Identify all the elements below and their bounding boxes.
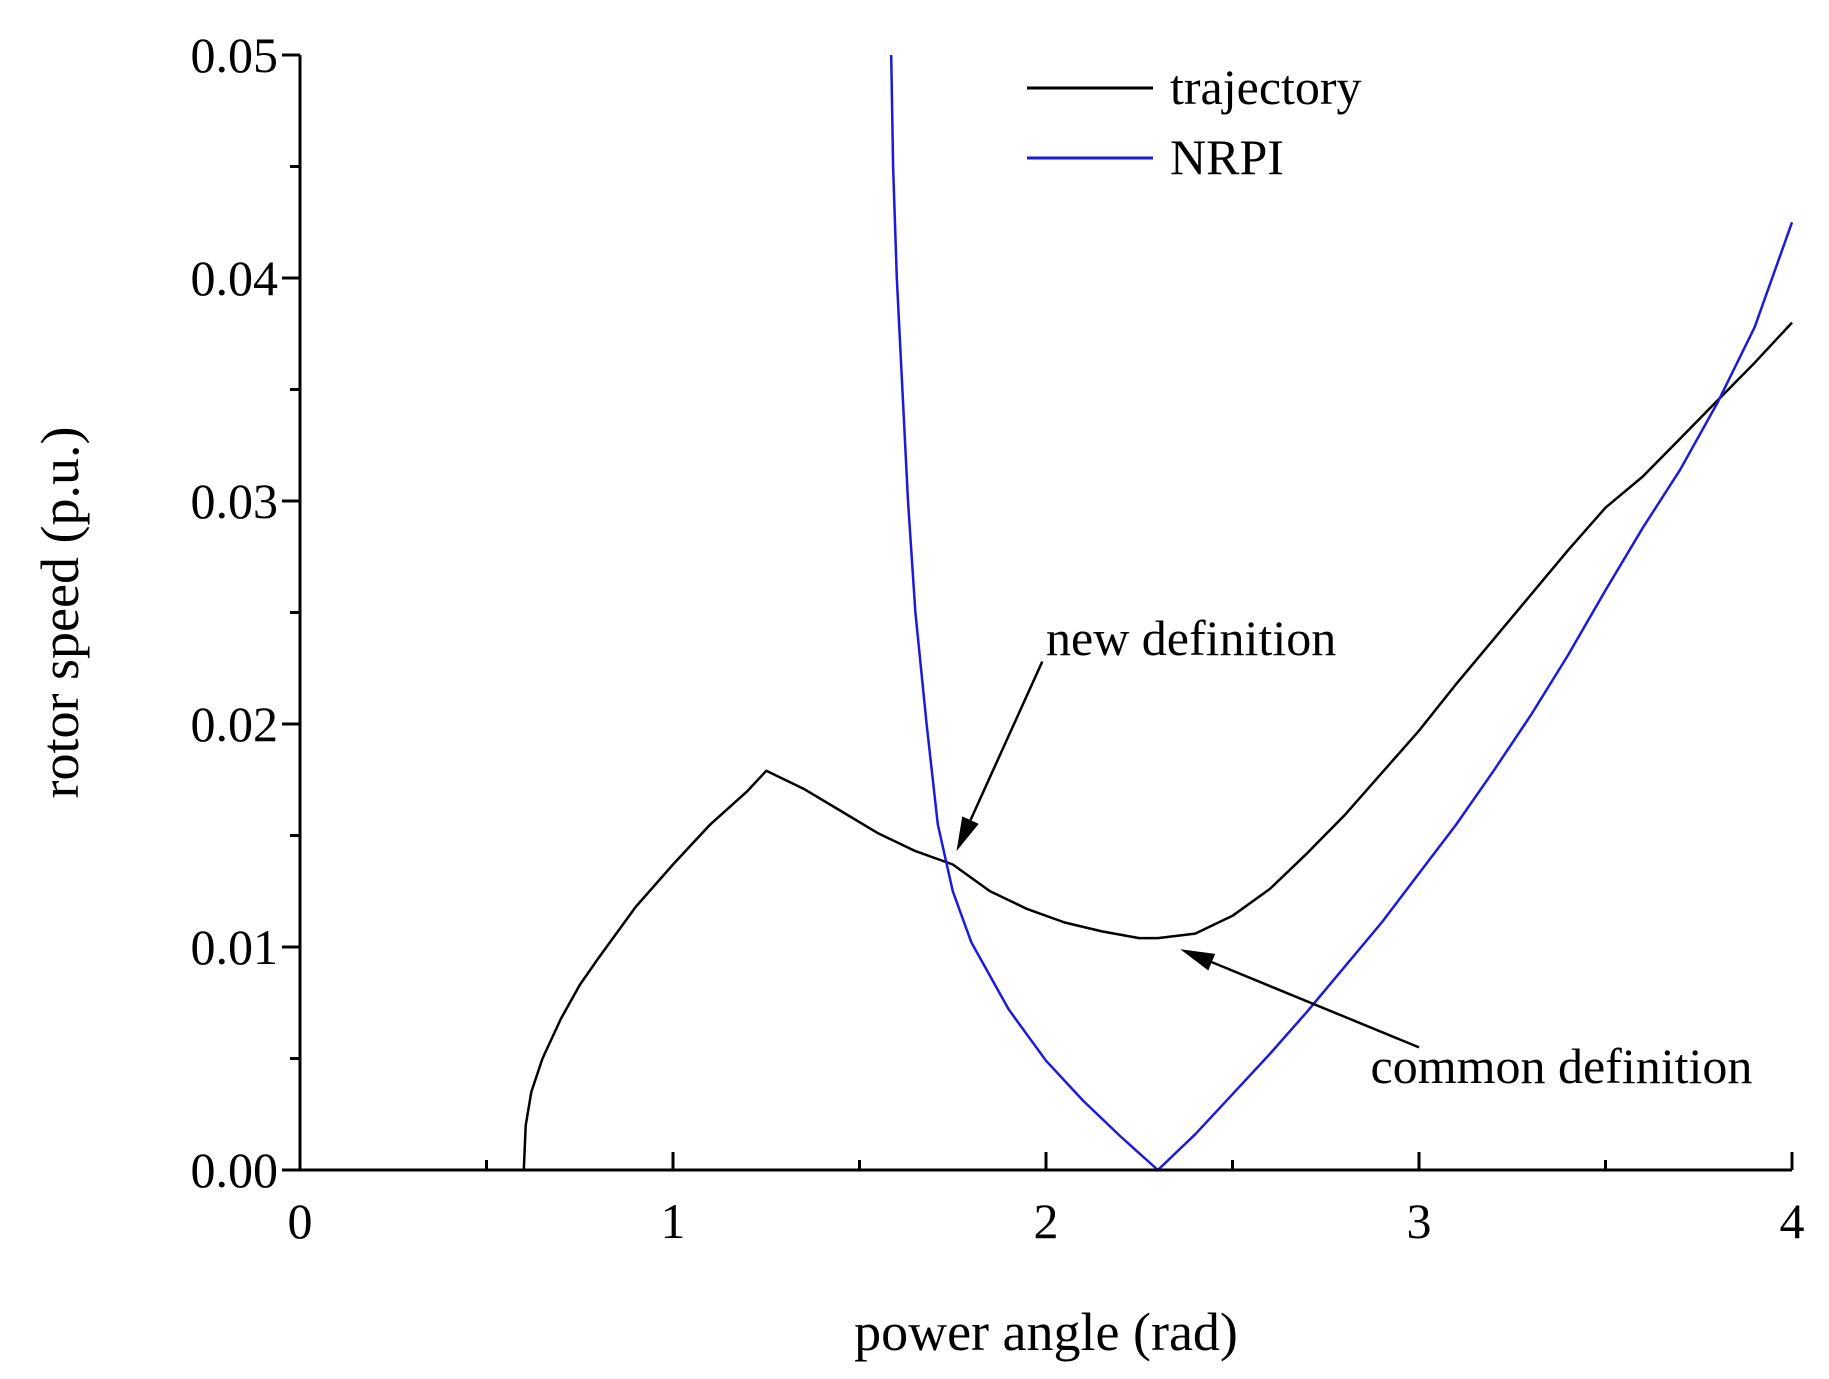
series-layer: [522, 54, 1794, 1172]
y-tick-label-2: 0.02: [191, 696, 279, 752]
annotation-arrow-common-definition: [1211, 960, 1420, 1049]
series-line-trajectory: [522, 321, 1793, 1171]
x-axis-ticks: 0 1 2 3 4: [288, 1152, 1805, 1249]
y-tick-label-4: 0.04: [191, 250, 279, 306]
x-axis-title: power angle (rad): [854, 1302, 1238, 1362]
annotation-arrow-new-definition: [969, 661, 1044, 821]
y-tick-label-5: 0.05: [191, 27, 279, 83]
legend-label-nrpi: NRPI: [1170, 129, 1284, 185]
annotation-common-definition: common definition: [1371, 1038, 1753, 1094]
legend: trajectory NRPI: [1027, 59, 1362, 185]
x-tick-label-2: 2: [1034, 1193, 1059, 1249]
annotations: new definition common definition: [956, 610, 1752, 1094]
axes: [298, 55, 1792, 1172]
x-tick-label-3: 3: [1407, 1193, 1432, 1249]
y-tick-label-0: 0.00: [191, 1142, 279, 1198]
series-line-nrpi: [889, 54, 1794, 1172]
x-tick-label-0: 0: [288, 1193, 313, 1249]
y-axis-title: rotor speed (p.u.): [30, 427, 90, 799]
annotation-new-definition: new definition: [1046, 610, 1336, 666]
annotation-arrowhead-common-definition: [1180, 949, 1216, 971]
y-axis-ticks: 0.00 0.01 0.02 0.03 0.04 0.05: [191, 27, 300, 1198]
annotation-arrowhead-new-definition: [956, 816, 979, 852]
y-tick-label-1: 0.01: [191, 919, 279, 975]
x-tick-label-4: 4: [1780, 1193, 1805, 1249]
x-tick-label-1: 1: [661, 1193, 686, 1249]
legend-label-trajectory: trajectory: [1170, 59, 1362, 115]
y-tick-label-3: 0.03: [191, 473, 279, 529]
